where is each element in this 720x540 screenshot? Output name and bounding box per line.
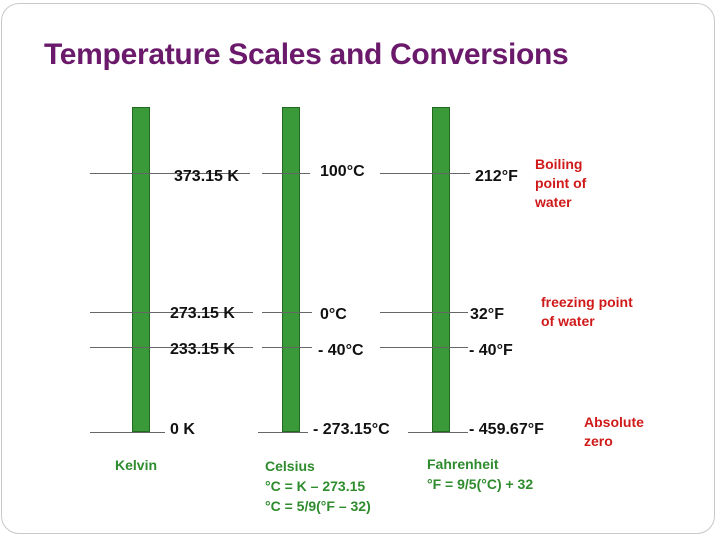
fahrenheit-boiling-line bbox=[380, 173, 470, 174]
kelvin-absolute-line bbox=[90, 432, 165, 433]
note-line: freezing point bbox=[541, 294, 633, 310]
freezing-point-note: freezing point of water bbox=[541, 293, 633, 331]
celsius-minus40-value: - 40°C bbox=[318, 342, 364, 359]
absolute-zero-note: Absolute zero bbox=[584, 413, 644, 451]
fahrenheit-minus40-line bbox=[380, 347, 468, 348]
note-line: zero bbox=[584, 433, 613, 449]
celsius-formula-from-fahrenheit: °C = 5/9(°F – 32) bbox=[265, 498, 371, 514]
celsius-formula-from-kelvin: °C = K – 273.15 bbox=[265, 478, 366, 494]
fahrenheit-formula: °F = 9/5(°C) + 32 bbox=[427, 476, 534, 492]
celsius-freezing-value: 0°C bbox=[320, 306, 347, 323]
kelvin-bar bbox=[132, 107, 150, 432]
fahrenheit-label: Fahrenheit bbox=[427, 456, 499, 472]
celsius-label: Celsius bbox=[265, 458, 315, 474]
celsius-bar bbox=[282, 107, 300, 432]
fahrenheit-block: Fahrenheit °F = 9/5(°C) + 32 bbox=[427, 454, 533, 494]
kelvin-freezing-value: 273.15 K bbox=[170, 305, 235, 322]
kelvin-absolute-value: 0 K bbox=[170, 421, 195, 438]
fahrenheit-minus40-value: - 40°F bbox=[469, 342, 513, 359]
slide-title: Temperature Scales and Conversions bbox=[44, 38, 569, 71]
fahrenheit-freezing-line bbox=[380, 312, 468, 313]
celsius-minus40-line bbox=[262, 347, 312, 348]
kelvin-freezing-line bbox=[90, 312, 253, 313]
kelvin-label: Kelvin bbox=[115, 457, 158, 473]
celsius-absolute-value: - 273.15°C bbox=[313, 421, 390, 438]
note-line: water bbox=[535, 194, 572, 210]
note-line: Boiling bbox=[535, 156, 583, 172]
celsius-boiling-line bbox=[262, 173, 310, 174]
note-line: of water bbox=[541, 313, 595, 329]
celsius-boiling-value: 100°C bbox=[320, 163, 365, 180]
kelvin-minus40-line bbox=[90, 347, 253, 348]
kelvin-minus40-value: 233.15 K bbox=[170, 341, 235, 358]
kelvin-boiling-value: 373.15 K bbox=[174, 168, 239, 185]
celsius-freezing-line bbox=[262, 312, 312, 313]
fahrenheit-absolute-line bbox=[408, 432, 468, 433]
fahrenheit-absolute-value: - 459.67°F bbox=[469, 421, 544, 438]
celsius-absolute-line bbox=[258, 432, 308, 433]
slide-frame bbox=[1, 3, 715, 534]
boiling-point-note: Boiling point of water bbox=[535, 155, 586, 212]
kelvin-boiling-line bbox=[90, 173, 250, 174]
celsius-block: Celsius °C = K – 273.15 °C = 5/9(°F – 32… bbox=[265, 456, 371, 516]
note-line: Absolute bbox=[584, 414, 644, 430]
note-line: point of bbox=[535, 175, 587, 191]
fahrenheit-boiling-value: 212°F bbox=[475, 168, 518, 185]
fahrenheit-bar bbox=[432, 107, 450, 432]
fahrenheit-freezing-value: 32°F bbox=[470, 306, 504, 323]
